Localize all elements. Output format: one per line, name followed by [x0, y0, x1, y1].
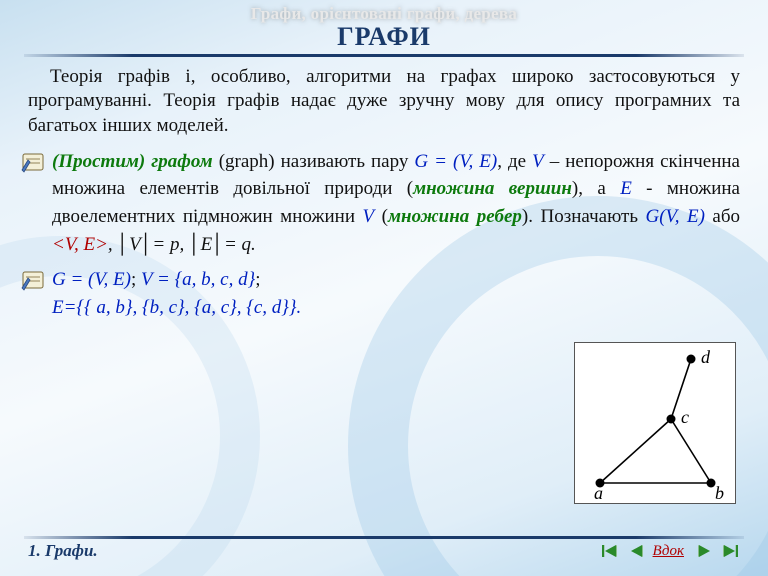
ex-end: ;: [255, 269, 260, 290]
graph-diagram: a b c d: [574, 342, 736, 504]
def-lead-close: ) графом: [139, 151, 213, 172]
header: Графи, орієнтовані графи, дерева ГРАФИ: [0, 0, 768, 57]
def-tail: , │V│= p, │E│= q.: [108, 234, 256, 255]
nav-prev-button[interactable]: [627, 543, 647, 559]
slide-title: ГРАФИ: [0, 22, 768, 52]
nav-next-button[interactable]: [694, 543, 714, 559]
nav-first-button[interactable]: [601, 543, 621, 559]
svg-text:b: b: [715, 483, 724, 503]
def-g-eq-ve: G = (V, E): [414, 151, 497, 172]
def-set-vertices: множина вершин: [413, 178, 572, 199]
footer-section: 1. Графи.: [28, 541, 98, 561]
def-v: V: [532, 151, 544, 172]
example-paragraph: G = (V, E); V = {a, b, c, d}; E={{ a, b}…: [28, 266, 740, 321]
svg-text:a: a: [594, 483, 603, 503]
note-icon: [20, 268, 48, 292]
nav-home-link[interactable]: Вдок: [653, 543, 684, 560]
def-g-v-e: G(V, E): [646, 206, 705, 227]
def-after-lead: (graph) називають пару: [213, 151, 415, 172]
nav-last-button[interactable]: [720, 543, 740, 559]
ex-line2: E={{ a, b}, {b, c}, {a, c}, {c, d}}.: [52, 297, 301, 318]
svg-text:d: d: [701, 347, 711, 367]
def-mid5: (: [374, 206, 388, 227]
nav-controls: Вдок: [601, 543, 740, 560]
ex-v: V = {a, b, c, d}: [141, 269, 255, 290]
def-set-edges: множина ребер: [388, 206, 522, 227]
svg-text:c: c: [681, 407, 689, 427]
definition-paragraph: (Простим) графом (graph) називають пару …: [28, 148, 740, 258]
def-mid3: ), а: [572, 178, 620, 199]
slide-subtitle: Графи, орієнтовані графи, дерева: [0, 4, 768, 24]
footer: 1. Графи. Вдок: [0, 536, 768, 566]
def-mid1: , де: [497, 151, 532, 172]
def-lead-word: Простим: [58, 151, 139, 172]
note-icon: [20, 150, 48, 174]
def-v2: V: [363, 206, 375, 227]
intro-paragraph: Теорія графів і, особливо, алгоритми на …: [28, 65, 740, 138]
ex-g: G = (V, E): [52, 269, 131, 290]
def-e: E: [620, 178, 632, 199]
def-angle-ve: <V, E>: [52, 234, 108, 255]
def-mid6: ). Позначають: [522, 206, 646, 227]
def-mid7: або: [705, 206, 740, 227]
content-area: Теорія графів і, особливо, алгоритми на …: [0, 57, 768, 321]
ex-sep: ;: [131, 269, 141, 290]
